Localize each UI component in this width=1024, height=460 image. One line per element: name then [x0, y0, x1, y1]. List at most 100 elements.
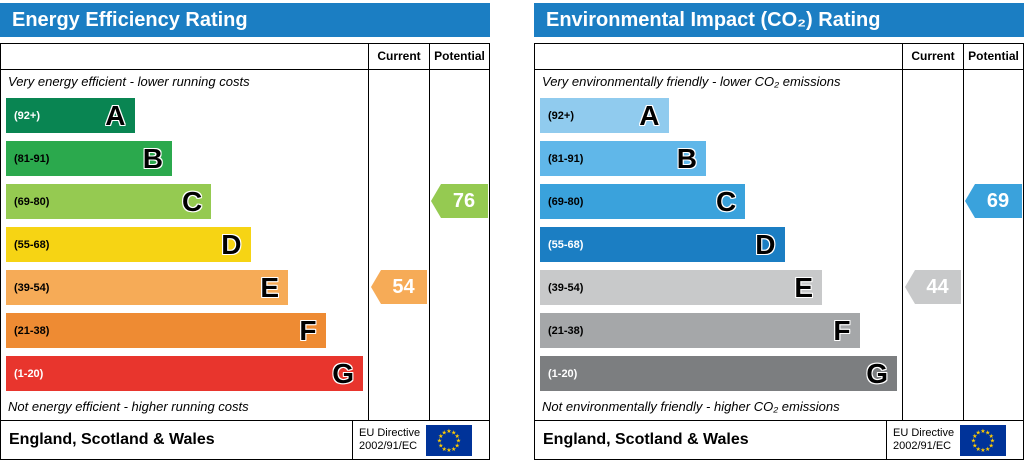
band-bar-e: (39-54) E — [6, 270, 289, 305]
environmental-impact-chart: Environmental Impact (CO₂) Rating Curren… — [534, 3, 1024, 460]
eu-directive-line1: EU Directive — [893, 427, 955, 439]
svg-text:★: ★ — [446, 428, 451, 435]
band-bar-b: (81-91) B — [6, 141, 172, 176]
current-column-header: Current — [911, 49, 955, 63]
current-rating-arrow: 54 — [371, 270, 427, 304]
band-letter: G — [332, 357, 354, 389]
band-row: (81-91) B — [540, 137, 897, 180]
region-label: England, Scotland & Wales — [9, 431, 215, 448]
eu-directive-line2: 2002/91/EC — [359, 440, 418, 452]
svg-text:★: ★ — [980, 428, 985, 435]
chart-body: Current Potential Very energy efficient … — [0, 43, 490, 421]
current-column-header: Current — [377, 49, 421, 63]
band-row: (39-54) E — [6, 266, 363, 309]
svg-text:★: ★ — [438, 442, 443, 449]
band-letter: B — [142, 142, 163, 174]
svg-text:★: ★ — [990, 437, 995, 444]
svg-text:★: ★ — [976, 445, 981, 452]
band-bar-g: (1-20) G — [6, 356, 363, 391]
bottom-note: Not environmentally friendly - higher CO… — [542, 399, 840, 414]
band-letter: D — [755, 228, 776, 260]
potential-rating-value: 69 — [986, 189, 1010, 212]
svg-text:★: ★ — [438, 432, 443, 439]
eu-directive-section: EU Directive 2002/91/EC ★ ★ ★ ★ ★ ★ ★ ★ ★ ★ ★ ★ — [352, 421, 489, 459]
band-bar-g: (1-20) G — [540, 356, 897, 391]
band-row: (69-80) C — [6, 180, 363, 223]
bottom-note: Not energy efficient - higher running co… — [8, 399, 249, 414]
band-row: (92+) A — [540, 94, 897, 137]
band-letter: F — [833, 314, 851, 346]
band-range-label: (21-38) — [548, 324, 584, 337]
band-bar-f: (21-38) F — [6, 313, 326, 348]
band-letter: B — [676, 142, 697, 174]
band-letter: A — [639, 99, 660, 131]
eu-flag-icon: ★ ★★★★★★★★★★★ — [426, 424, 473, 456]
svg-text:★: ★ — [976, 429, 981, 436]
svg-text:★: ★ — [972, 432, 977, 439]
band-letter: A — [105, 99, 126, 131]
column-divider — [963, 44, 964, 420]
band-bar-f: (21-38) F — [540, 313, 860, 348]
potential-rating-arrow: 69 — [965, 184, 1022, 218]
potential-rating-value: 76 — [452, 189, 476, 212]
svg-text:★: ★ — [989, 432, 994, 439]
eu-directive-text: EU Directive 2002/91/EC — [893, 427, 954, 453]
chart-title: Environmental Impact (CO₂) Rating — [534, 3, 1024, 37]
band-bar-a: (92+) A — [540, 98, 669, 133]
svg-text:★: ★ — [451, 445, 456, 452]
band-letter: E — [260, 271, 280, 303]
band-bar-a: (92+) A — [6, 98, 135, 133]
column-header-row — [535, 44, 1023, 70]
svg-text:★: ★ — [972, 442, 977, 449]
band-range-label: (1-20) — [14, 367, 44, 380]
band-row: (55-68) D — [540, 223, 897, 266]
rating-bands: (92+) A (81-91) B (69-80) C (55-68) D (39-54… — [6, 94, 363, 395]
band-row: (92+) A — [6, 94, 363, 137]
band-row: (69-80) C — [540, 180, 897, 223]
rating-bands: (92+) A (81-91) B (69-80) C (55-68) D (39-54… — [540, 94, 897, 395]
energy-efficiency-chart: Energy Efficiency Rating Current Potenti… — [0, 3, 490, 460]
column-divider — [429, 44, 430, 420]
band-range-label: (55-68) — [548, 238, 584, 251]
current-rating-value: 44 — [926, 275, 949, 298]
svg-text:★: ★ — [455, 442, 460, 449]
svg-text:★: ★ — [985, 429, 990, 436]
band-row: (21-38) F — [6, 309, 363, 352]
chart-footer: England, Scotland & Wales EU Directive 2… — [0, 420, 490, 460]
band-letter: C — [182, 185, 203, 217]
svg-text:★: ★ — [456, 437, 461, 444]
svg-text:★: ★ — [971, 437, 976, 444]
chart-footer: England, Scotland & Wales EU Directive 2… — [534, 420, 1024, 460]
band-range-label: (69-80) — [548, 195, 584, 208]
eu-directive-line1: EU Directive — [359, 427, 421, 439]
band-range-label: (21-38) — [14, 324, 50, 337]
band-bar-d: (55-68) D — [6, 227, 251, 262]
chart-body: Current Potential Very environmentally f… — [534, 43, 1024, 421]
band-bar-e: (39-54) E — [540, 270, 823, 305]
eu-flag-icon: ★ ★★★★★★★★★★★ — [960, 424, 1007, 456]
band-range-label: (55-68) — [14, 238, 50, 251]
svg-text:★: ★ — [985, 445, 990, 452]
band-range-label: (39-54) — [548, 281, 584, 294]
band-row: (55-68) D — [6, 223, 363, 266]
band-range-label: (92+) — [548, 109, 574, 122]
band-row: (1-20) G — [540, 352, 897, 395]
band-row: (39-54) E — [540, 266, 897, 309]
band-row: (21-38) F — [540, 309, 897, 352]
band-letter: G — [866, 357, 888, 389]
band-range-label: (81-91) — [14, 152, 50, 165]
svg-text:★: ★ — [455, 432, 460, 439]
eu-flag-background — [960, 424, 1007, 456]
band-letter: F — [299, 314, 317, 346]
chart-title: Energy Efficiency Rating — [0, 3, 490, 37]
band-row: (81-91) B — [6, 137, 363, 180]
current-rating-arrow: 44 — [905, 270, 961, 304]
eu-flag-background — [426, 424, 473, 456]
band-range-label: (69-80) — [14, 195, 50, 208]
band-range-label: (39-54) — [14, 281, 50, 294]
top-note: Very energy efficient - lower running co… — [8, 74, 250, 89]
eu-directive-text: EU Directive 2002/91/EC — [359, 427, 420, 453]
svg-text:★: ★ — [451, 429, 456, 436]
band-letter: C — [716, 185, 737, 217]
eu-directive-line2: 2002/91/EC — [893, 440, 952, 452]
